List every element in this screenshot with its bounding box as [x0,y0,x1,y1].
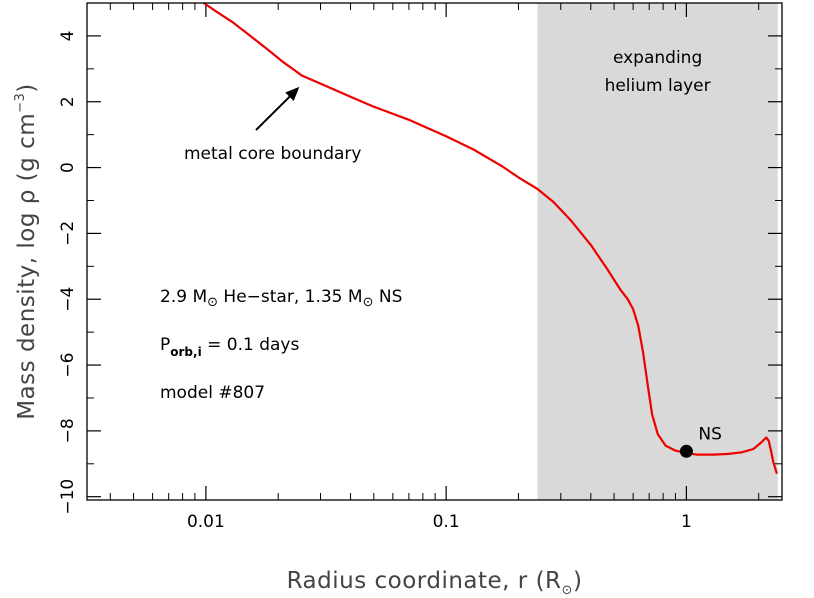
metal-core-boundary-label: metal core boundary [184,144,361,164]
y-axis-title-close: ) [14,83,40,92]
x-tick-label: 0.01 [187,512,225,532]
x-axis-title: Radius coordinate, r (R⊙) [287,568,583,598]
y-tick-label: −6 [58,353,78,378]
x-axis-title-text: Radius coordinate, r (R [287,568,562,594]
arrow-head [285,86,300,102]
legend-line2-sub: orb,i [170,345,201,359]
plot-frame [86,2,783,501]
ns-marker [679,444,693,458]
shaded-region-layer [537,3,778,500]
legend-line1-post: NS [373,287,402,307]
y-tick-label: −10 [58,479,78,515]
y-tick-label: 0 [58,162,78,173]
sun-symbol: ⊙ [207,295,218,310]
major-ticks: 0.01 0.1 1 4 2 0 −2 −4 −6 −8 −10 [58,3,782,532]
minor-ticks [87,2,782,500]
ns-label: NS [698,424,722,444]
legend-line-model: model #807 [160,383,265,403]
y-tick-label: −4 [58,287,78,312]
legend-line1-mid: He−star, 1.35 M [218,287,363,307]
x-axis-title-close: ) [573,568,582,594]
y-tick-label: 4 [58,30,78,41]
arrow-shaft [255,92,295,131]
sun-symbol-2: ⊙ [363,295,374,310]
legend-line2-pre: P [160,335,170,355]
shaded-region [537,3,778,500]
x-tick-label: 1 [681,512,692,532]
x-tick-label: 0.1 [433,512,460,532]
shaded-region-label-line1: expanding [613,48,702,68]
legend-line-masses: 2.9 M⊙ He−star, 1.35 M⊙ NS [160,287,402,310]
x-axis-sun-symbol: ⊙ [562,583,573,598]
y-tick-label: −8 [58,418,78,443]
legend-line2-post: = 0.1 days [202,335,300,355]
density-curve [203,2,778,475]
y-axis-title-sup: −3 [13,93,28,113]
y-tick-label: 2 [58,96,78,107]
y-axis-title-text: Mass density, log ρ (g cm [14,113,40,420]
y-tick-label: −2 [58,221,78,246]
y-axis-title: Mass density, log ρ (g cm−3) [13,83,40,420]
legend-line1-pre: 2.9 M [160,287,207,307]
series-layer [203,2,778,475]
legend-line-period: Porb,i = 0.1 days [160,335,299,359]
shaded-region-label-line2: helium layer [605,76,711,96]
